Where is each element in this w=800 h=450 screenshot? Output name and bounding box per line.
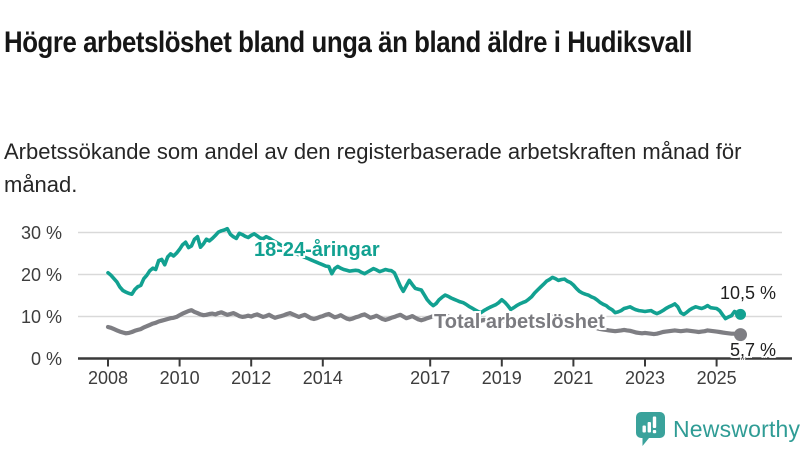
y-tick-label: 20 % [20, 264, 62, 285]
x-tick-label: 2010 [159, 368, 200, 388]
newsworthy-logo: Newsworthy [636, 412, 800, 446]
newsworthy-logo-icon [636, 412, 665, 446]
x-tick-label: 2023 [624, 368, 666, 388]
x-tick-label: 2012 [231, 368, 272, 388]
series-label-youth: 18-24-åringar [254, 239, 380, 261]
x-tick-label: 2019 [481, 368, 522, 388]
x-tick-label: 2008 [87, 368, 129, 388]
page-title: Högre arbetslöshet bland unga än bland ä… [4, 26, 693, 60]
chart-subtitle: Arbetssökande som andel av den registerb… [4, 139, 742, 197]
x-tick-label: 2017 [410, 368, 451, 388]
y-tick-label: 30 % [20, 222, 62, 243]
newsworthy-logo-text: Newsworthy [673, 415, 800, 442]
y-tick-label: 10 % [20, 306, 62, 327]
end-value-total: 5,7 % [729, 340, 776, 360]
x-tick-label: 2014 [302, 368, 343, 388]
x-tick-label: 2021 [553, 368, 594, 388]
x-tick-label: 2025 [696, 368, 737, 388]
y-tick-label: 0 % [30, 348, 62, 369]
end-value-youth: 10,5 % [719, 283, 776, 303]
series-label-total: Total arbetslöshet [434, 311, 605, 333]
